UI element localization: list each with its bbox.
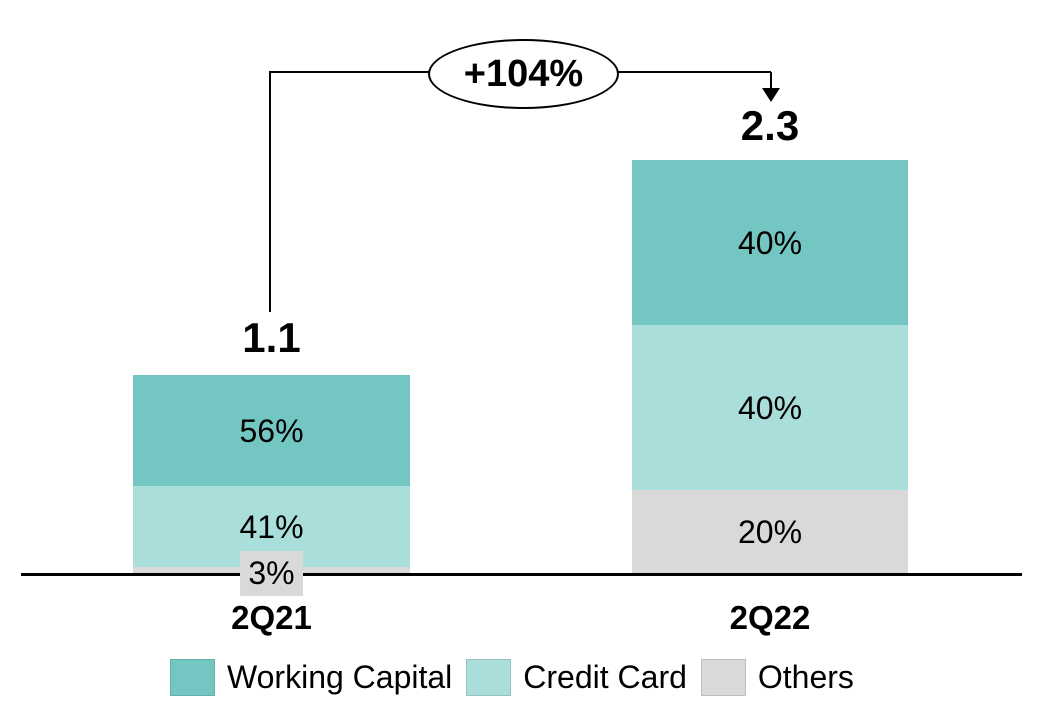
arrow-down-icon	[762, 88, 780, 102]
segment-label-2q21-others: 3%	[240, 551, 303, 596]
x-axis-line	[21, 573, 1022, 576]
segment-label: 56%	[239, 412, 304, 449]
segment-2q22-working-capital: 40%	[632, 160, 908, 325]
bar-2q22: 40% 40% 20%	[632, 160, 908, 573]
bar-2q21: 56% 41%	[133, 375, 410, 573]
legend-swatch-others	[700, 659, 746, 696]
legend-swatch-credit-card	[466, 659, 512, 696]
x-tick-2q22: 2Q22	[729, 599, 811, 636]
legend-item-working-capital: Working Capital	[170, 659, 452, 696]
legend-label-credit-card: Credit Card	[523, 659, 687, 695]
legend: Working Capital Credit Card Others	[170, 659, 854, 696]
legend-label-others: Others	[757, 659, 854, 695]
connector-horizontal-left	[269, 71, 430, 73]
legend-swatch-working-capital	[170, 659, 215, 696]
segment-2q22-credit-card: 40%	[632, 325, 908, 490]
segment-label: 40%	[737, 389, 803, 426]
connector-arrow-shaft	[770, 72, 772, 89]
segment-label: 40%	[737, 224, 803, 261]
legend-item-others: Others	[700, 659, 854, 696]
segment-label: 41%	[239, 508, 304, 545]
growth-annotation-ellipse: +104%	[428, 39, 619, 109]
segment-2q22-others: 20%	[632, 490, 908, 573]
bar-total-2q21: 1.1	[242, 314, 301, 361]
connector-vertical-left	[269, 72, 271, 312]
segment-label: 20%	[737, 513, 803, 550]
x-tick-2q21: 2Q21	[231, 599, 312, 636]
legend-item-credit-card: Credit Card	[466, 659, 687, 696]
connector-horizontal-right	[613, 71, 771, 73]
bar-total-2q22: 2.3	[740, 102, 800, 149]
segment-2q21-working-capital: 56%	[133, 375, 410, 486]
legend-label-working-capital: Working Capital	[227, 659, 453, 695]
growth-annotation-label: +104%	[463, 52, 584, 95]
